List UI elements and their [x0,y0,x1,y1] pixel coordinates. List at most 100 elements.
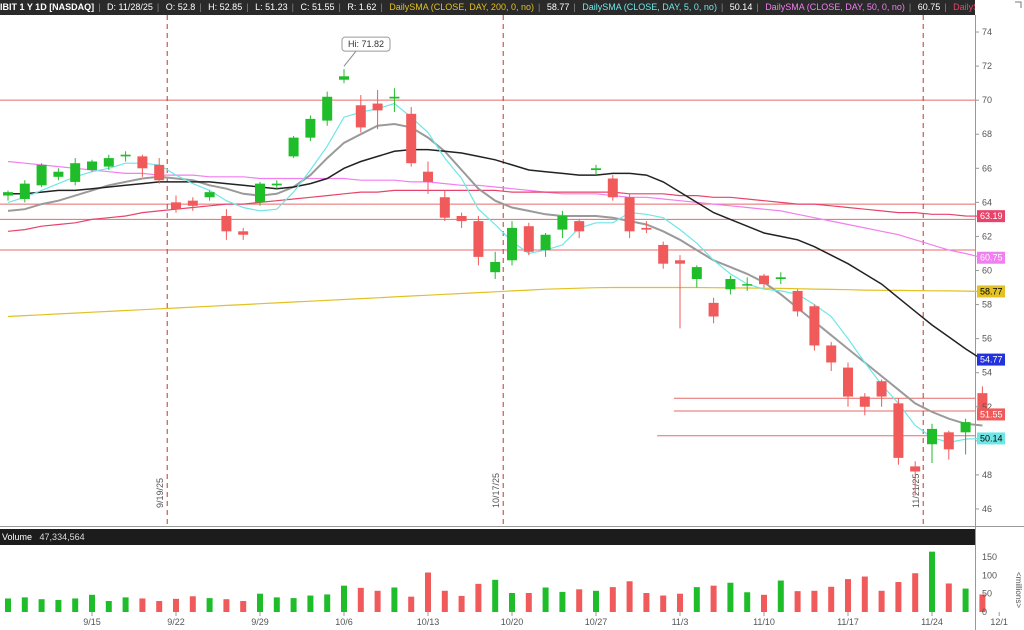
candle-body[interactable] [339,76,349,80]
volume-bar[interactable] [290,598,297,612]
volume-bar[interactable] [929,551,935,612]
symbol-label[interactable]: IBIT 1 Y 1D [NASDAQ] [0,2,95,12]
volume-bar[interactable] [609,587,616,612]
volume-bar[interactable] [492,579,499,612]
candle-body[interactable] [574,221,585,232]
volume-bar[interactable] [761,594,767,612]
volume-bar[interactable] [542,587,549,612]
volume-bar[interactable] [307,595,314,612]
candle-body[interactable] [154,164,165,181]
volume-bar[interactable] [828,586,835,612]
volume-bar[interactable] [677,593,683,612]
volume-bar[interactable] [525,592,532,612]
candle-body[interactable] [473,221,484,257]
volume-bar[interactable] [509,592,515,612]
candle-body[interactable] [809,306,820,346]
candle-body[interactable] [221,215,232,232]
volume-bar[interactable] [122,597,129,612]
candle-body[interactable] [171,202,181,210]
sma5-legend[interactable]: DailySMA (CLOSE, DAY, 5, 0, no) [582,2,717,12]
volume-bar[interactable] [962,588,969,612]
candle-body[interactable] [725,279,736,290]
volume-bar[interactable] [945,583,952,612]
candle-body[interactable] [87,161,97,171]
volume-bar[interactable] [139,598,146,612]
sma50-legend[interactable]: DailySMA (CLOSE, DAY, 50, 0, no) [765,2,905,12]
candle-body[interactable] [3,192,13,196]
volume-bar[interactable] [710,585,717,612]
candle-body[interactable] [372,103,383,111]
volume-bar[interactable] [105,601,112,612]
volume-bar[interactable] [273,597,280,612]
volume-bar[interactable] [777,580,784,612]
candle-body[interactable] [641,227,652,230]
candle-body[interactable] [305,118,316,138]
volume-bar[interactable] [912,573,919,612]
volume-bar[interactable] [374,590,381,612]
candle-body[interactable] [70,163,81,182]
volume-bar[interactable] [727,582,734,612]
candle-body[interactable] [103,158,114,167]
candle-body[interactable] [238,231,249,235]
volume-bar[interactable] [895,582,902,612]
volume-bar[interactable] [593,590,599,612]
volume-bar[interactable] [458,595,465,612]
candle-body[interactable] [423,171,433,182]
candle-body[interactable] [591,168,601,171]
volume-bar[interactable] [206,598,213,612]
candle-body[interactable] [439,197,450,218]
volume-bar[interactable] [425,572,431,612]
settings-corner[interactable] [975,0,1024,15]
candle-body[interactable] [389,96,400,99]
sma-black-line[interactable] [8,148,983,361]
sma200-line[interactable] [7,286,983,318]
volume-title[interactable]: Volume [2,532,33,542]
candle-body[interactable] [523,226,534,252]
candle-body[interactable] [624,197,635,232]
candle-body[interactable] [204,192,215,198]
sma-red-line[interactable] [7,189,983,232]
candle-body[interactable] [406,113,417,164]
volume-bar[interactable] [189,596,196,612]
sma-gray-line[interactable] [7,122,983,427]
candle-body[interactable] [187,200,198,206]
candle-body[interactable] [507,227,517,261]
volume-bar[interactable] [576,589,583,612]
candle-body[interactable] [355,105,366,128]
candle-body[interactable] [36,164,47,186]
volume-bar[interactable] [845,579,851,612]
volume-bar[interactable] [811,590,818,612]
volume-bar[interactable] [391,587,398,612]
candle-body[interactable] [742,284,753,286]
volume-bar[interactable] [693,587,700,612]
candle-body[interactable] [691,267,702,280]
volume-bar[interactable] [341,585,347,612]
volume-bar[interactable] [979,594,986,612]
candle-body[interactable] [910,466,921,472]
candle-body[interactable] [708,302,719,317]
volume-bar[interactable] [861,576,868,612]
volume-bar[interactable] [257,593,263,612]
candle-body[interactable] [607,178,618,198]
candle-body[interactable] [775,277,786,280]
volume-bar[interactable] [156,601,163,612]
candle-body[interactable] [759,275,769,285]
sma5-line[interactable] [7,102,983,444]
candle-body[interactable] [322,96,333,121]
candle-body[interactable] [859,396,870,407]
volume-bar[interactable] [408,596,415,612]
volume-bar[interactable] [240,601,247,612]
candle-body[interactable] [792,290,803,312]
candle-body[interactable] [843,367,853,397]
volume-bar[interactable] [89,594,95,612]
candle-body[interactable] [456,215,467,222]
volume-bar[interactable] [475,583,482,612]
candle-body[interactable] [271,183,282,186]
volume-bar[interactable] [660,595,667,612]
candle-body[interactable] [826,345,837,363]
sma200-legend[interactable]: DailySMA (CLOSE, DAY, 200, 0, no) [389,2,534,12]
volume-bar[interactable] [559,591,566,612]
candle-body[interactable] [255,183,265,203]
sma-extra-legend[interactable]: DailySMA (CLOSE, DAY,... [953,2,975,12]
